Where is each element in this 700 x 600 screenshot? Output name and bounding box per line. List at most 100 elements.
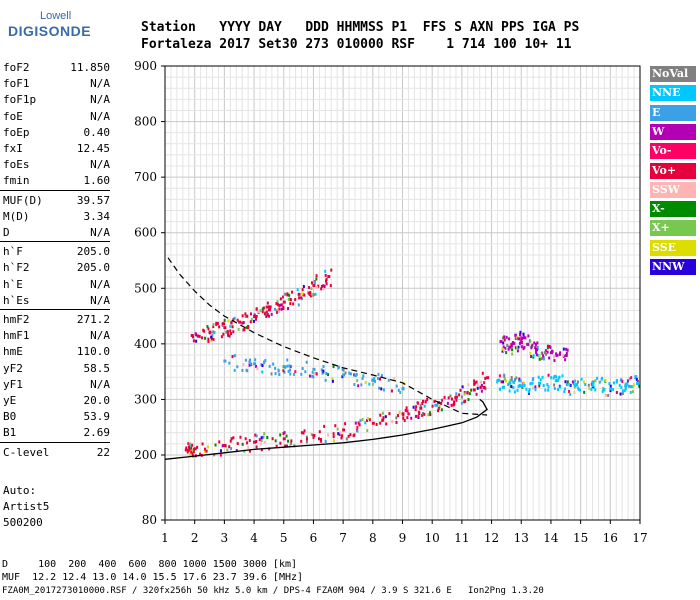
echo-point <box>532 386 535 390</box>
echo-point <box>627 384 630 388</box>
echo-point <box>339 431 342 435</box>
echo-point <box>604 393 607 397</box>
echo-point <box>421 412 424 416</box>
x-tick-label: 7 <box>339 531 347 545</box>
echo-point <box>377 372 380 376</box>
echo-point <box>516 388 519 392</box>
echo-point <box>203 449 206 453</box>
echo-point <box>557 376 560 380</box>
echo-point <box>198 334 201 338</box>
echo-point <box>196 445 199 449</box>
param-foes: foEs N/A <box>3 158 110 172</box>
echo-point <box>546 346 549 350</box>
echo-point <box>382 388 385 392</box>
echo-point <box>227 319 230 323</box>
echo-point <box>510 378 513 382</box>
echo-point <box>514 333 517 337</box>
echo-point <box>368 382 371 386</box>
echo-point <box>331 377 334 381</box>
echo-point <box>540 351 543 355</box>
echo-point <box>289 365 292 369</box>
echo-point <box>255 439 258 443</box>
param-hmf1: hmF1 N/A <box>3 329 110 343</box>
echo-point <box>634 374 637 378</box>
echo-point <box>633 383 636 387</box>
echo-point <box>412 405 415 409</box>
data-point <box>538 381 542 385</box>
echo-point <box>551 349 554 353</box>
y-tick-label: 500 <box>134 281 157 295</box>
echo-point <box>505 351 508 355</box>
echo-point <box>287 307 290 311</box>
echo-point <box>244 358 247 362</box>
echo-point <box>396 414 399 418</box>
legend-item-nne: NNE <box>650 85 696 102</box>
echo-point <box>254 433 257 437</box>
echo-point <box>313 371 316 375</box>
echo-point <box>361 377 364 381</box>
echo-point <box>565 347 568 351</box>
echo-point <box>265 314 268 318</box>
echo-point <box>500 380 503 384</box>
echo-point <box>467 398 470 402</box>
param-key: MUF(D) <box>3 193 43 207</box>
echo-point <box>565 351 568 355</box>
echo-point <box>302 431 305 435</box>
echo-point <box>364 421 367 425</box>
echo-point <box>301 288 304 292</box>
echo-point <box>619 392 622 396</box>
param-key: h`E <box>3 277 23 291</box>
echo-point <box>334 424 337 428</box>
echo-point <box>288 297 291 301</box>
echo-point <box>287 439 290 443</box>
echo-point <box>531 381 534 385</box>
echo-point <box>255 445 258 449</box>
echo-point <box>421 401 424 405</box>
echo-point <box>578 388 581 392</box>
echo-point <box>446 401 449 405</box>
param-key: h`F2 <box>3 261 30 275</box>
echo-point <box>260 363 263 367</box>
echo-point <box>210 335 213 339</box>
echo-point <box>421 413 424 417</box>
echo-point <box>598 380 601 384</box>
muf-profile <box>167 257 488 416</box>
echo-point <box>245 326 248 330</box>
echo-point <box>241 314 244 318</box>
echo-point <box>282 306 285 310</box>
echo-point <box>315 285 318 289</box>
echo-point <box>537 375 540 379</box>
echo-point <box>252 319 255 323</box>
echo-point <box>272 362 275 366</box>
echo-point <box>223 318 226 322</box>
echo-point <box>424 400 427 404</box>
echo-point <box>550 376 553 380</box>
echo-point <box>541 375 544 379</box>
legend-item-ssw: SSW <box>650 181 696 198</box>
header-labels: Station YYYY DAY DDD HHMMSS P1 FFS S AXN… <box>141 20 580 35</box>
echo-point <box>305 440 308 444</box>
echo-point <box>232 317 235 321</box>
echo-point <box>564 387 567 391</box>
echo-point <box>587 383 590 387</box>
echo-point <box>195 339 198 343</box>
echo-point <box>246 314 249 318</box>
echo-point <box>246 369 249 373</box>
echo-point <box>553 383 556 387</box>
series-mid-band-echoes <box>223 354 405 394</box>
data-point <box>555 378 559 382</box>
echo-point <box>201 442 204 446</box>
echo-point <box>278 307 281 311</box>
echo-point <box>380 374 383 378</box>
echo-point <box>629 385 632 389</box>
echo-point <box>612 388 615 392</box>
echo-point <box>279 441 282 445</box>
data-point <box>535 348 539 352</box>
echo-point <box>380 387 383 391</box>
echo-point <box>475 392 478 396</box>
echo-point <box>520 336 523 340</box>
legend-item-x-: X- <box>650 201 696 218</box>
echo-point <box>518 377 521 381</box>
param-fmin: fmin 1.60 <box>3 174 110 188</box>
